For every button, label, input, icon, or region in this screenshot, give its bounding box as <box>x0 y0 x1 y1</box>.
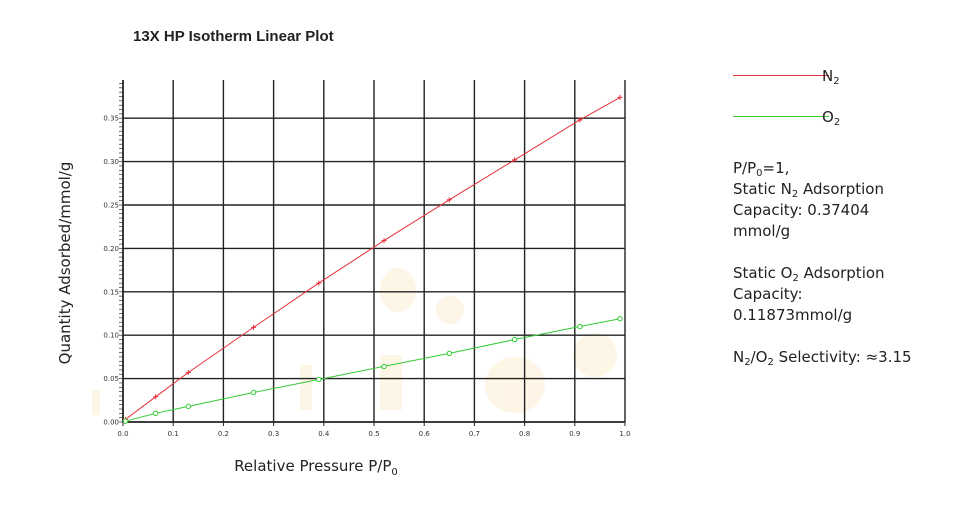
pressure-line: P/P0=1, <box>733 158 943 179</box>
spacer <box>733 242 943 263</box>
spacer <box>733 326 943 347</box>
data-point-n2 <box>316 280 322 286</box>
data-point-o2 <box>446 350 452 357</box>
data-point-o2 <box>185 403 191 410</box>
pressure-sub: 0 <box>756 168 763 179</box>
y-tick-label: 0.15 <box>103 288 119 296</box>
data-point-o2 <box>152 410 159 417</box>
chart-title: 13X HP Isotherm Linear Plot <box>133 28 334 45</box>
axes <box>122 80 626 426</box>
pressure-rest: =1, <box>762 159 790 177</box>
series-line-n2 <box>125 96 621 420</box>
n2-capacity-line1: Static N2 Adsorption <box>733 179 943 200</box>
data-point-n2 <box>381 238 387 244</box>
data-point-o2 <box>617 316 623 322</box>
x-axis-label-sub: 0 <box>391 467 397 478</box>
pressure-p: P/P <box>733 159 757 177</box>
n2-capacity-line2: Capacity: 0.37404 <box>733 201 870 219</box>
n2-post: Adsorption <box>798 180 884 198</box>
x-tick-label: 0.1 <box>168 430 179 438</box>
x-axis-label: Relative Pressure P/P0 <box>234 457 398 478</box>
o2-capacity-line2: Capacity: <box>733 285 803 303</box>
legend-swatch-n2 <box>733 75 829 76</box>
x-tick-label: 0.0 <box>117 430 128 438</box>
x-tick-label: 0.7 <box>469 430 480 438</box>
legend-n2-main: N <box>822 67 834 85</box>
data-point-o2 <box>316 376 322 383</box>
sel-b-sub: 2 <box>767 357 774 368</box>
o2-capacity-line3: 0.11873mmol/g <box>733 306 853 324</box>
grid <box>122 80 626 423</box>
x-tick-label: 0.9 <box>569 430 580 438</box>
legend-label-o2: O2 <box>822 108 841 128</box>
x-axis-label-text: Relative Pressure P/P <box>234 457 391 475</box>
o2-post: Adsorption <box>798 264 885 282</box>
capacity-annotation: P/P0=1, Static N2 Adsorption Capacity: 0… <box>733 158 943 368</box>
y-tick-label: 0.00 <box>103 419 119 427</box>
x-tick-label: 0.5 <box>368 430 379 438</box>
x-tick-label: 0.8 <box>519 430 530 438</box>
data-point-o2 <box>250 389 257 396</box>
y-tick-label: 0.30 <box>103 158 119 166</box>
x-tick-label: 1.0 <box>619 430 630 438</box>
data-point-n2 <box>251 324 257 330</box>
watermark-logo <box>92 268 617 415</box>
n2-pre: Static N <box>733 180 792 198</box>
x-tick-label: 0.3 <box>268 430 279 438</box>
x-tick-label: 0.6 <box>419 430 431 438</box>
series-line-o2 <box>125 318 621 422</box>
legend-o2-main: O <box>822 108 834 126</box>
y-tick-label: 0.20 <box>103 245 119 253</box>
sel-rest: Selectivity: ≈3.15 <box>773 348 912 366</box>
data-point-o2 <box>511 336 518 343</box>
legend-label-n2: N2 <box>822 67 840 87</box>
legend-o2-sub: 2 <box>833 117 841 128</box>
legend-n2-sub: 2 <box>833 76 840 87</box>
series-layer <box>122 94 623 424</box>
data-point-n2 <box>617 94 623 100</box>
x-tick-label: 0.2 <box>218 430 229 438</box>
sel-slash: /O <box>750 348 768 366</box>
selectivity-line: N2/O2 Selectivity: ≈3.15 <box>733 347 943 368</box>
tick-labels: 0.0 0.1 0.2 0.3 0.4 0.5 0.6 0.7 0.8 0.9 1.0 0.00 0.0… <box>103 115 630 438</box>
data-point-n2 <box>446 197 452 203</box>
sel-a: N <box>733 348 745 366</box>
y-tick-label: 0.10 <box>103 332 119 340</box>
sel-a-sub: 2 <box>744 357 751 368</box>
o2-capacity-line1: Static O2 Adsorption <box>733 263 943 284</box>
data-point-n2 <box>577 117 583 123</box>
legend-swatch-o2 <box>733 116 829 117</box>
y-tick-label: 0.05 <box>103 375 119 383</box>
o2-pre: Static O <box>733 264 793 282</box>
o2-sub: 2 <box>792 273 799 284</box>
y-tick-label: 0.25 <box>103 202 119 210</box>
n2-sub: 2 <box>791 189 799 200</box>
data-point-n2 <box>185 370 191 376</box>
data-point-n2 <box>512 157 518 163</box>
data-point-o2 <box>577 323 583 330</box>
data-point-n2 <box>153 394 159 400</box>
data-point-o2 <box>381 363 387 370</box>
n2-capacity-line3: mmol/g <box>733 222 791 240</box>
data-point-o2 <box>122 418 129 424</box>
x-tick-label: 0.4 <box>318 430 330 438</box>
y-tick-label: 0.35 <box>103 115 119 123</box>
y-axis-label: Quantity Adsorbed/mmol/g <box>56 162 74 365</box>
